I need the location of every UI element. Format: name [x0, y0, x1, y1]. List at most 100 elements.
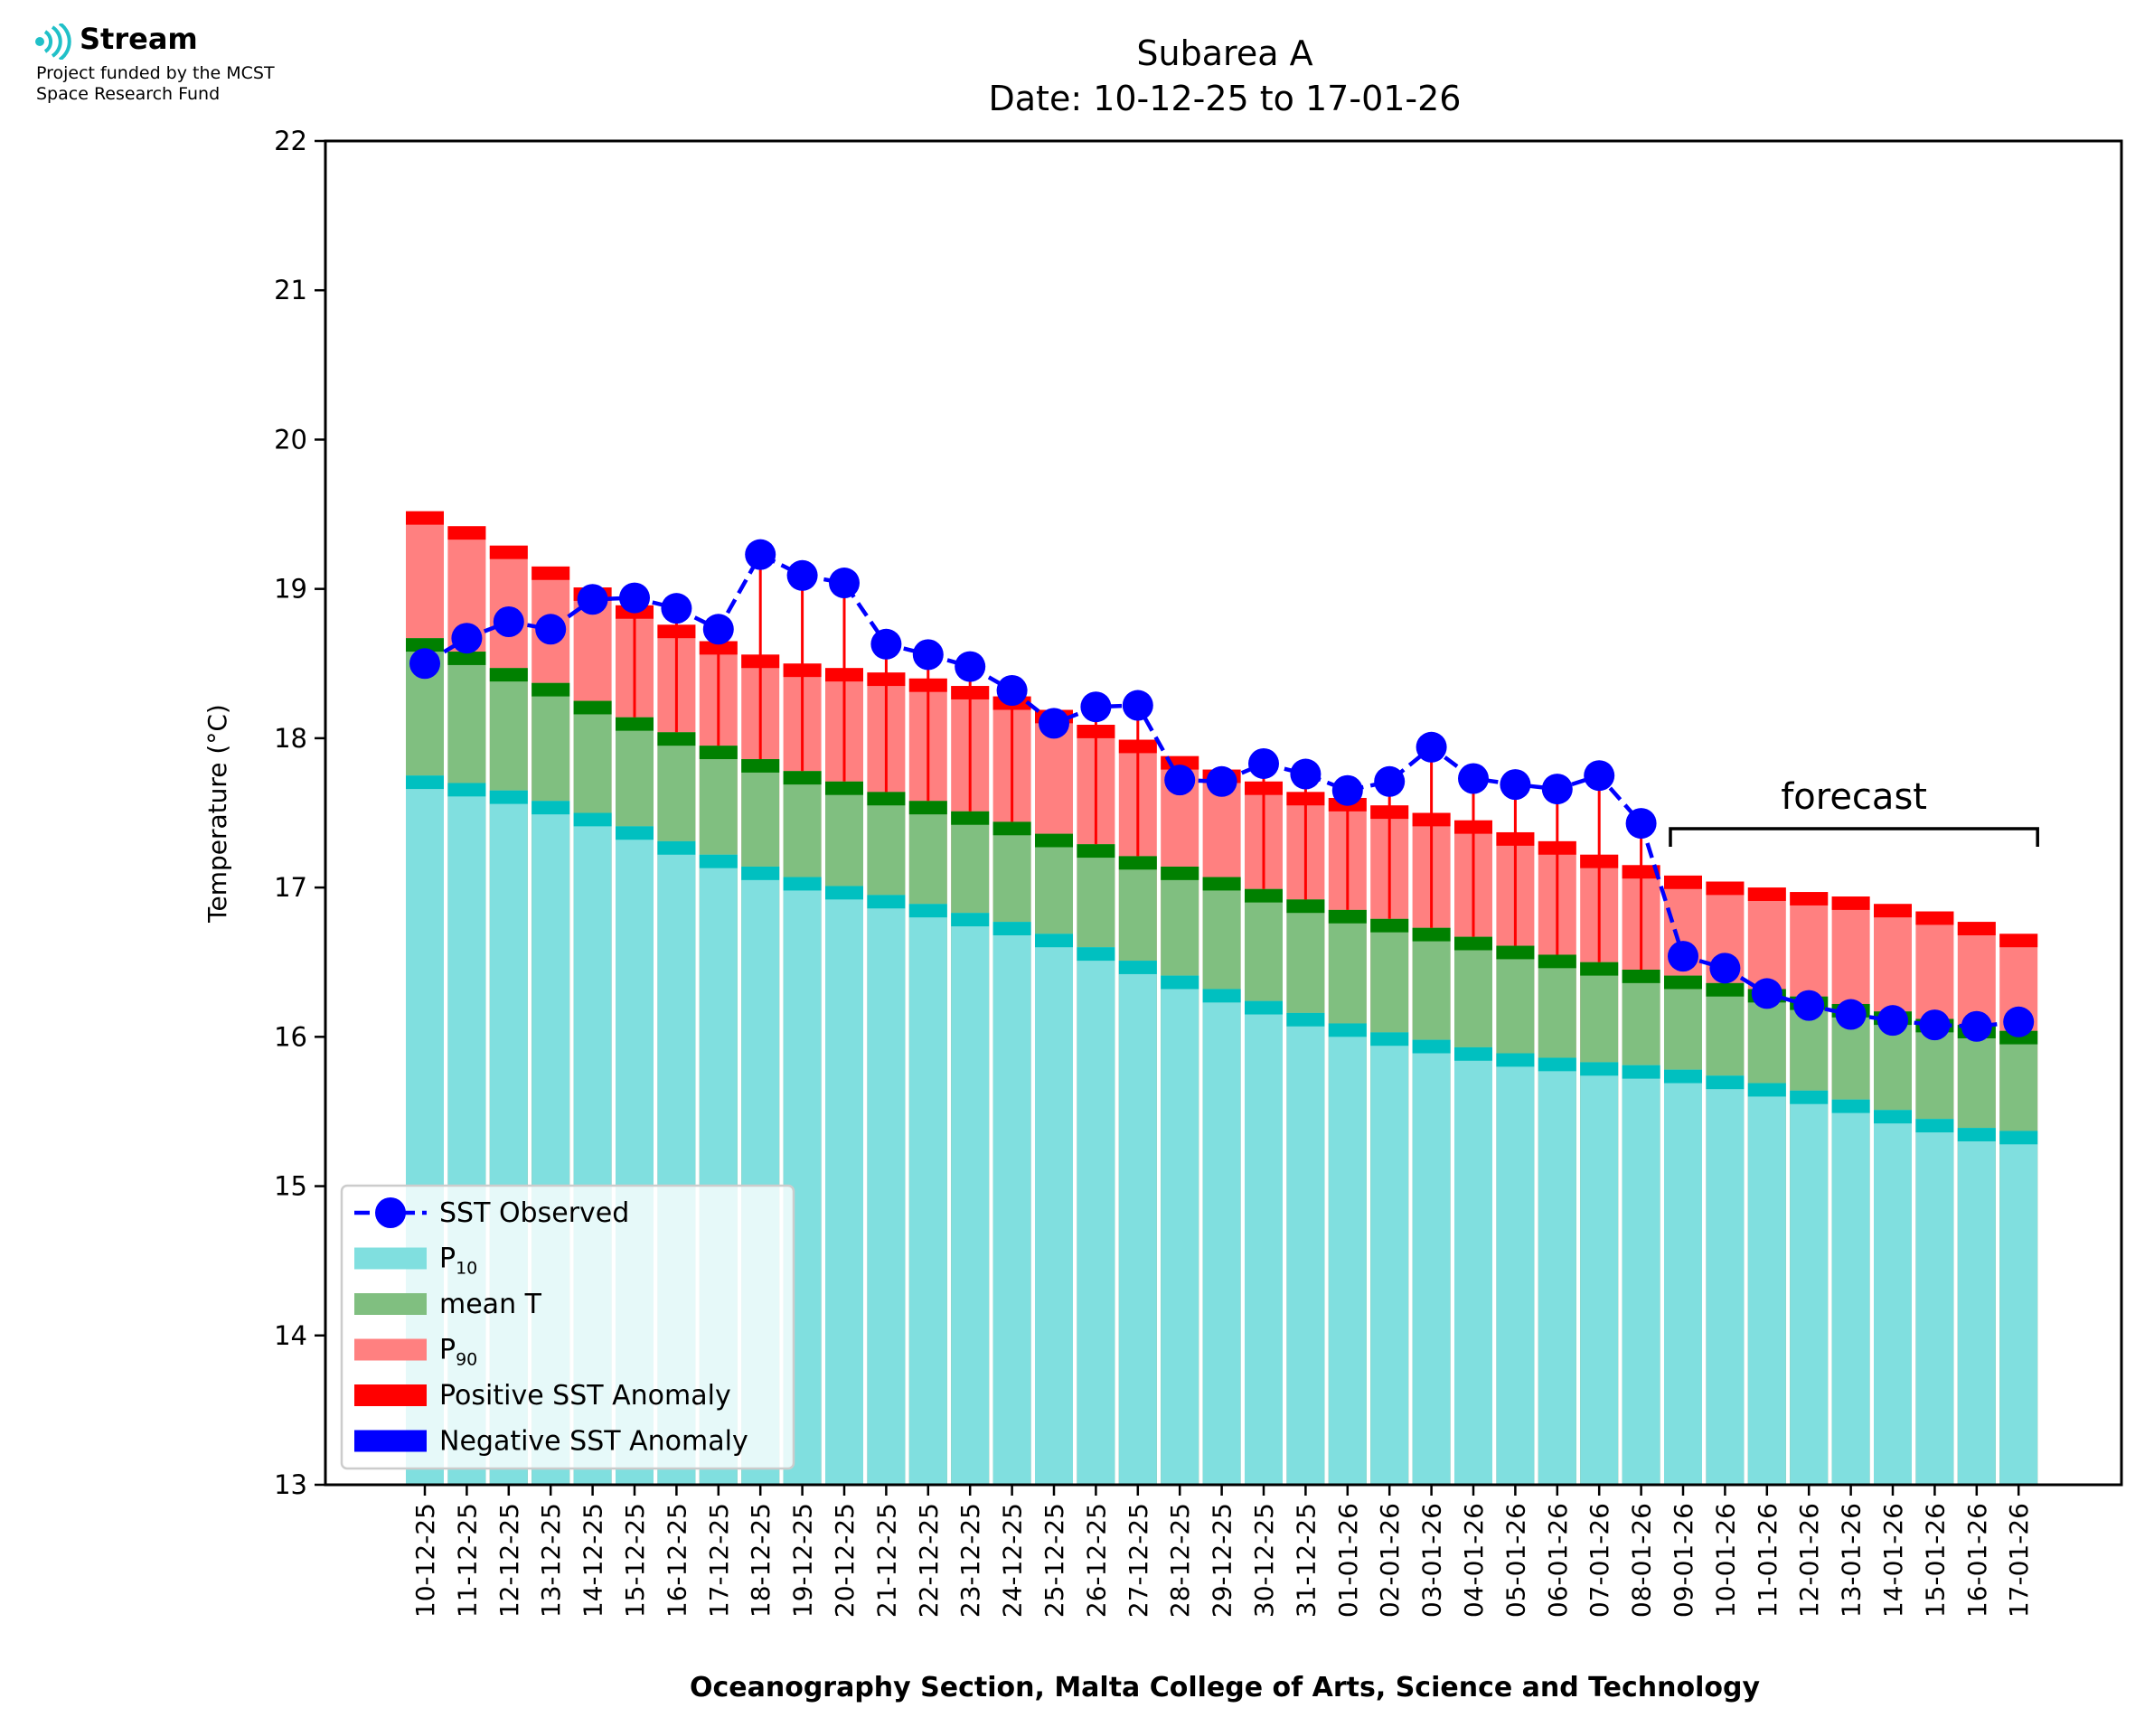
y-tick-label: 19: [274, 574, 307, 605]
x-tick-label: 05-01-26: [1500, 1503, 1530, 1618]
x-tick-label: 01-01-26: [1333, 1503, 1363, 1618]
bar-group-06-01-26: [1538, 840, 1576, 1485]
bar-p10: [867, 895, 906, 1485]
bar-mean-edge: [1999, 1030, 2038, 1045]
x-tick-label: 23-12-25: [955, 1503, 985, 1618]
observed-point-14-12-25: [577, 584, 608, 615]
x-tick-label: 03-01-26: [1417, 1503, 1447, 1618]
x-tick-label: 30-12-25: [1249, 1503, 1279, 1618]
x-tick-label: 16-12-25: [662, 1503, 691, 1618]
x-tick-label: 22-12-25: [914, 1503, 944, 1618]
bar-p10-edge: [447, 783, 486, 797]
x-tick-label: 13-12-25: [536, 1503, 566, 1618]
bar-p10-edge: [1999, 1131, 2038, 1145]
y-tick-label: 16: [274, 1021, 307, 1052]
bar-mean-edge: [406, 638, 444, 652]
bar-p10: [1496, 1053, 1535, 1485]
bar-mean-edge: [531, 682, 570, 697]
x-tick-label: 17-01-26: [2004, 1503, 2034, 1618]
bar-p10-edge: [1538, 1057, 1576, 1072]
observed-point-18-12-25: [745, 539, 776, 570]
bar-mean-edge: [489, 668, 528, 682]
funding-line-1: Project funded by the MCST: [36, 63, 275, 83]
x-tick-label: 11-12-25: [452, 1503, 482, 1618]
observed-point-10-12-25: [409, 648, 440, 680]
bar-group-21-12-25: [867, 672, 906, 1485]
x-tick-label: 15-01-26: [1920, 1503, 1950, 1618]
bar-p10-edge: [1831, 1099, 1870, 1113]
bar-p10: [1412, 1039, 1451, 1485]
bar-p10-edge: [1035, 934, 1073, 948]
bar-p90-edge: [1706, 881, 1745, 896]
bar-p10-edge: [1286, 1012, 1325, 1027]
bar-p10-edge: [992, 922, 1031, 935]
y-tick-label: 20: [274, 424, 307, 455]
bar-p10: [1790, 1090, 1829, 1485]
bar-mean-edge: [1202, 877, 1241, 891]
bar-p10-edge: [1454, 1046, 1492, 1061]
bar-p10-edge: [1496, 1053, 1535, 1067]
legend-item-p10: P10: [354, 1243, 477, 1279]
observed-point-04-01-26: [1458, 763, 1489, 794]
bar-mean-edge: [951, 811, 990, 825]
x-tick-label: 19-12-25: [788, 1503, 818, 1618]
x-tick-label: 16-01-26: [1962, 1503, 1992, 1618]
forecast-bracket: forecast: [1669, 776, 2039, 847]
bar-p90-edge: [447, 526, 486, 540]
observed-point-13-12-25: [535, 614, 567, 645]
bar-p10-edge: [1664, 1069, 1702, 1084]
bar-p90-edge: [1999, 934, 2038, 948]
bar-p10-edge: [657, 840, 696, 855]
legend-label: P10: [439, 1243, 477, 1279]
legend-swatch-marker: [375, 1197, 406, 1228]
bar-group-31-12-25: [1286, 792, 1325, 1485]
x-tick-label: 26-12-25: [1081, 1503, 1111, 1618]
bar-mean-edge: [1328, 909, 1367, 924]
bar-p10: [1831, 1099, 1870, 1485]
legend-item-observed: SST Observed: [354, 1197, 629, 1229]
bar-group-03-01-26: [1412, 812, 1451, 1485]
bar-p90-edge: [1831, 896, 1870, 910]
bar-p10-edge: [1747, 1083, 1786, 1097]
bar-group-12-01-26: [1790, 892, 1829, 1485]
y-tick-label: 14: [274, 1320, 307, 1351]
bar-mean-edge: [1454, 936, 1492, 951]
bar-p90-edge: [1915, 911, 1954, 925]
legend-item-negative_anomaly: Negative SST Anomaly: [354, 1426, 748, 1458]
observed-point-07-01-26: [1584, 760, 1615, 792]
x-tick-label: 18-12-25: [746, 1503, 776, 1618]
bar-group-27-12-25: [1118, 739, 1157, 1485]
bar-group-28-12-25: [1161, 755, 1199, 1485]
bar-p90-edge: [1957, 922, 1996, 935]
bar-group-15-01-26: [1915, 911, 1954, 1485]
bar-group-23-12-25: [951, 686, 990, 1485]
legend-swatch: [354, 1247, 427, 1270]
bar-p10-edge: [908, 904, 947, 918]
bar-mean-edge: [1706, 982, 1745, 997]
bar-group-25-12-25: [1035, 709, 1073, 1485]
bar-p90-edge: [1790, 892, 1829, 906]
bar-mean-edge: [825, 781, 863, 795]
bar-p10: [1706, 1075, 1745, 1485]
x-tick-label: 14-12-25: [578, 1503, 608, 1618]
bar-p10: [1747, 1083, 1786, 1485]
observed-point-11-01-26: [1751, 978, 1782, 1009]
chart-subtitle: Date: 10-12-25 to 17-01-26: [989, 79, 1462, 118]
x-tick-label: 14-01-26: [1878, 1503, 1908, 1618]
x-tick-label: 28-12-25: [1165, 1503, 1195, 1618]
legend-label-text: Positive SST Anomaly: [439, 1380, 731, 1412]
legend-label: SST Observed: [439, 1197, 629, 1229]
legend-label-sub: 90: [456, 1350, 477, 1370]
bar-mean-edge: [657, 732, 696, 746]
x-tick-label: 06-01-26: [1543, 1503, 1573, 1618]
bar-p10: [1580, 1062, 1619, 1485]
bar-p10: [1328, 1023, 1367, 1485]
bar-mean-edge: [1035, 833, 1073, 848]
x-tick-label: 31-12-25: [1291, 1503, 1321, 1618]
bar-p10: [908, 904, 947, 1485]
bar-p90-edge: [489, 545, 528, 559]
observed-point-11-12-25: [451, 623, 483, 654]
bar-mean-edge: [1412, 927, 1451, 942]
logo-name: Stream: [80, 22, 198, 56]
